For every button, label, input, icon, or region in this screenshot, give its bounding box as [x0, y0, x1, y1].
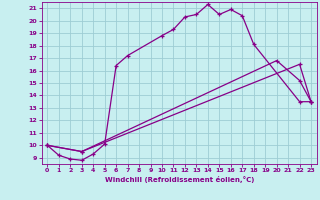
- X-axis label: Windchill (Refroidissement éolien,°C): Windchill (Refroidissement éolien,°C): [105, 176, 254, 183]
